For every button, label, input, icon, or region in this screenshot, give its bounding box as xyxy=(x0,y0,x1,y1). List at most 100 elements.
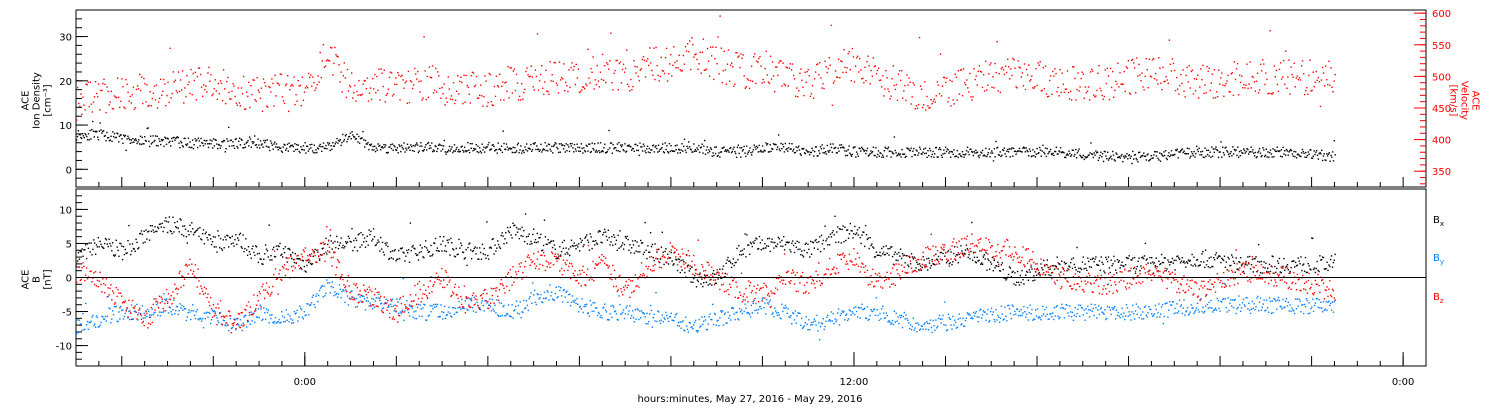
bx-point xyxy=(76,265,78,268)
bx-point xyxy=(337,248,340,250)
density-point xyxy=(746,145,748,147)
velocity-point xyxy=(635,72,637,74)
bx-point xyxy=(949,262,951,264)
velocity-point xyxy=(1299,79,1302,81)
density-point xyxy=(1164,150,1167,152)
by-point xyxy=(241,329,243,332)
density-point xyxy=(325,144,327,147)
by-point xyxy=(323,285,325,287)
velocity-point xyxy=(1182,69,1184,71)
velocity-point xyxy=(167,81,169,83)
density-point xyxy=(536,148,539,151)
bx-point xyxy=(1076,246,1078,249)
by-point xyxy=(617,319,619,321)
velocity-point xyxy=(687,51,690,53)
bx-point xyxy=(1143,255,1146,257)
bx-point xyxy=(767,245,770,247)
bx-point xyxy=(209,234,211,236)
density-point xyxy=(542,148,545,150)
bx-point xyxy=(1062,268,1065,270)
bx-point xyxy=(345,241,347,243)
density-point xyxy=(1034,156,1037,158)
velocity-point xyxy=(586,84,588,87)
density-point xyxy=(1243,148,1245,150)
density-point xyxy=(406,143,409,145)
bx-point xyxy=(625,237,627,239)
velocity-point xyxy=(940,95,943,97)
density-point xyxy=(908,149,911,152)
bx-point xyxy=(780,245,782,247)
by-point xyxy=(201,317,204,320)
density-point xyxy=(704,139,706,142)
by-point xyxy=(522,311,524,314)
bx-point xyxy=(106,243,108,245)
by-point xyxy=(650,309,653,312)
density-point xyxy=(1126,153,1128,155)
by-point xyxy=(569,304,572,307)
velocity-point xyxy=(628,85,630,88)
velocity-point xyxy=(1004,65,1007,67)
velocity-point xyxy=(865,80,867,82)
velocity-point xyxy=(424,70,426,72)
density-point xyxy=(823,147,825,150)
bx-point xyxy=(83,249,85,251)
velocity-point xyxy=(770,78,773,80)
bx-point xyxy=(414,248,416,250)
bx-point xyxy=(998,265,1000,268)
density-point xyxy=(407,147,409,149)
bx-point xyxy=(264,244,267,246)
velocity-point xyxy=(414,67,416,70)
density-point xyxy=(668,143,671,145)
density-point xyxy=(845,154,847,157)
density-point xyxy=(730,147,732,149)
bx-point xyxy=(462,251,465,254)
bx-point xyxy=(222,239,224,241)
velocity-point xyxy=(88,105,90,108)
bx-point xyxy=(787,242,789,244)
velocity-point xyxy=(1070,90,1072,93)
by-point xyxy=(498,301,501,304)
bx-point xyxy=(442,240,444,242)
bx-point xyxy=(264,253,266,255)
by-point xyxy=(174,313,176,315)
velocity-point xyxy=(366,77,369,79)
density-point xyxy=(1311,157,1313,159)
bx-point xyxy=(219,246,221,249)
density-point xyxy=(144,139,147,142)
by-point xyxy=(661,314,663,316)
density-point xyxy=(339,138,341,141)
velocity-point xyxy=(342,75,344,77)
by-point xyxy=(518,313,520,315)
density-point xyxy=(827,150,829,152)
velocity-point xyxy=(282,100,285,102)
density-point xyxy=(1169,154,1172,156)
density-point xyxy=(667,151,669,153)
density-point xyxy=(1105,155,1107,157)
by-point xyxy=(363,295,365,298)
bx-point xyxy=(683,261,685,263)
density-point xyxy=(137,141,139,143)
by-point xyxy=(99,324,101,326)
by-point xyxy=(148,310,150,313)
density-point xyxy=(164,136,166,138)
bx-point xyxy=(382,251,385,253)
by-point xyxy=(493,310,495,312)
density-point xyxy=(816,155,818,157)
density-point xyxy=(1115,152,1117,154)
bx-point xyxy=(812,241,815,244)
velocity-point xyxy=(613,72,615,75)
density-point xyxy=(1149,158,1152,160)
density-point xyxy=(778,148,781,150)
density-point xyxy=(1262,147,1264,149)
density-point xyxy=(473,149,476,151)
velocity-point xyxy=(451,98,454,101)
by-point xyxy=(556,297,558,299)
bx-point xyxy=(269,259,271,261)
bx-point xyxy=(1070,258,1073,260)
density-point xyxy=(1206,149,1208,152)
by-point xyxy=(508,315,511,317)
bx-point xyxy=(1104,272,1106,274)
bx-point xyxy=(197,227,199,230)
by-point xyxy=(366,297,368,299)
by-point xyxy=(309,304,311,307)
